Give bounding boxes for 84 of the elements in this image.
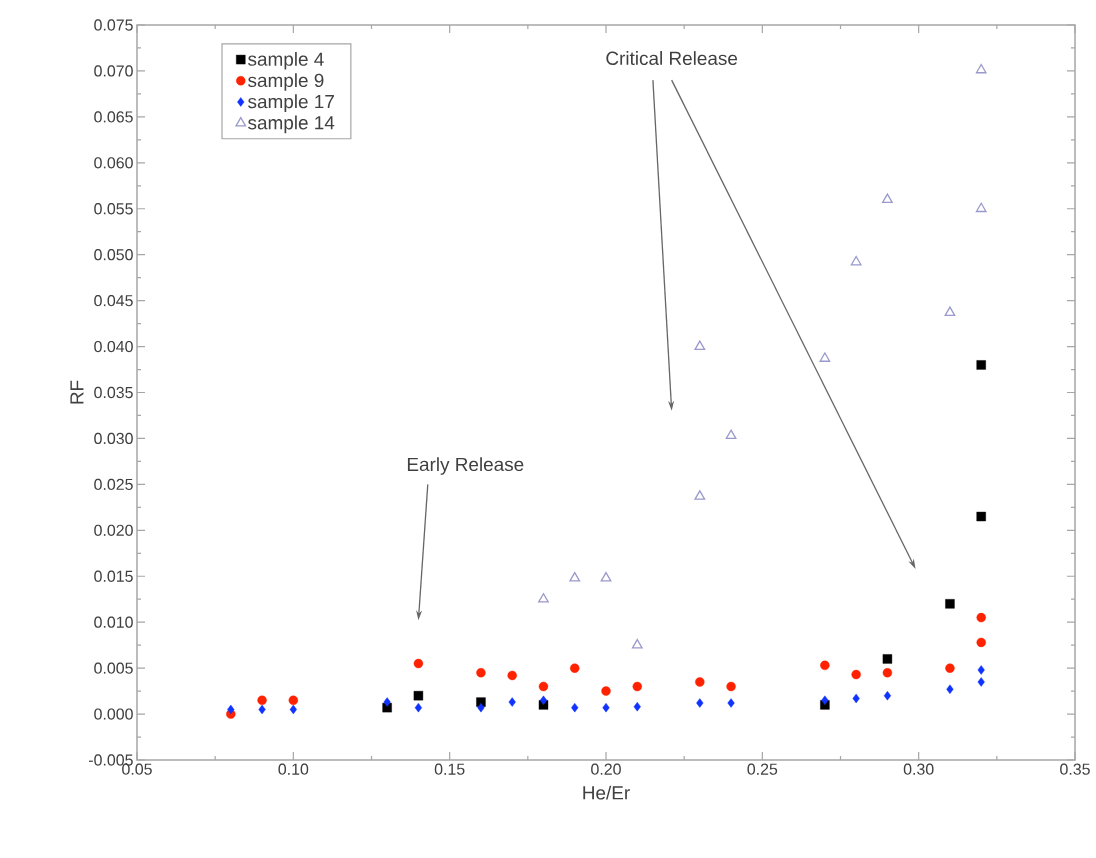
x-tick-label: 0.10 xyxy=(278,763,309,775)
point xyxy=(477,702,485,713)
y-tick-label: 0.050 xyxy=(94,249,133,261)
point xyxy=(975,202,987,213)
legend-label: sample 4 xyxy=(248,51,324,70)
y-axis-title: RF xyxy=(70,380,84,404)
point xyxy=(881,193,893,203)
point xyxy=(569,571,581,582)
point xyxy=(944,306,956,316)
point xyxy=(383,697,391,707)
legend-label: sample 14 xyxy=(248,115,335,134)
point xyxy=(694,490,706,500)
point xyxy=(975,63,987,74)
y-tick-label: 0.045 xyxy=(94,294,133,307)
annotation: Early Release xyxy=(407,457,524,475)
point xyxy=(289,704,297,715)
y-tick-label: 0.015 xyxy=(94,570,133,582)
legend-label: sample 9 xyxy=(248,73,324,91)
y-tick-label: 0.035 xyxy=(94,386,133,399)
point xyxy=(571,702,579,713)
point xyxy=(946,684,954,694)
y-tick-label: 0.000 xyxy=(94,708,133,720)
point xyxy=(695,677,705,687)
y-tick-label: 0.010 xyxy=(94,616,133,628)
point xyxy=(976,511,986,522)
point xyxy=(976,637,986,648)
y-tick-label: 0.005 xyxy=(94,662,133,674)
point xyxy=(631,639,643,649)
point xyxy=(726,681,736,692)
point xyxy=(820,660,830,671)
point xyxy=(852,693,860,704)
point xyxy=(945,599,955,609)
x-tick-label: 0.30 xyxy=(903,763,934,775)
point xyxy=(538,681,549,692)
y-tick-label: 0.075 xyxy=(94,19,133,31)
x-axis-title: He/Er xyxy=(583,785,630,800)
y-tick-label: 0.060 xyxy=(94,157,133,169)
x-tick-label: 0.20 xyxy=(591,763,621,775)
point xyxy=(413,690,424,701)
point xyxy=(727,698,735,708)
y-tick-label: 0.055 xyxy=(94,203,133,215)
point xyxy=(976,360,986,370)
point xyxy=(851,669,861,680)
point xyxy=(413,658,424,669)
point xyxy=(882,668,893,678)
point xyxy=(725,429,737,440)
point xyxy=(977,665,985,675)
point xyxy=(977,677,985,687)
point xyxy=(883,690,891,701)
y-tick-label: 0.070 xyxy=(94,65,133,77)
y-tick-label: 0.065 xyxy=(94,111,133,123)
y-tick-label: 0.030 xyxy=(94,432,133,445)
point xyxy=(850,255,862,266)
point xyxy=(570,663,580,673)
point xyxy=(288,695,299,705)
point xyxy=(257,695,267,705)
point xyxy=(414,702,422,713)
point xyxy=(976,612,986,623)
x-tick-label: 0.15 xyxy=(434,763,465,775)
x-tick-label: 0.25 xyxy=(747,763,778,775)
point xyxy=(819,352,831,362)
point xyxy=(600,571,612,582)
point xyxy=(507,670,517,681)
point xyxy=(601,686,611,696)
point xyxy=(945,663,955,673)
point xyxy=(258,704,266,715)
annotation: Critical Release xyxy=(606,51,738,66)
point xyxy=(227,704,235,715)
point xyxy=(882,654,893,664)
point xyxy=(821,695,829,705)
point xyxy=(508,697,516,707)
y-tick-label: 0.020 xyxy=(94,524,133,536)
y-tick-label: 0.025 xyxy=(94,478,133,491)
x-tick-label: 0.35 xyxy=(1060,763,1090,775)
point xyxy=(538,593,549,603)
point xyxy=(476,668,486,678)
point xyxy=(632,681,642,692)
point xyxy=(633,702,641,712)
point xyxy=(696,698,704,708)
y-tick-label: 0.040 xyxy=(94,340,133,353)
point xyxy=(602,702,610,713)
point xyxy=(539,695,548,705)
legend-label: sample 17 xyxy=(248,94,334,112)
point xyxy=(694,340,706,350)
